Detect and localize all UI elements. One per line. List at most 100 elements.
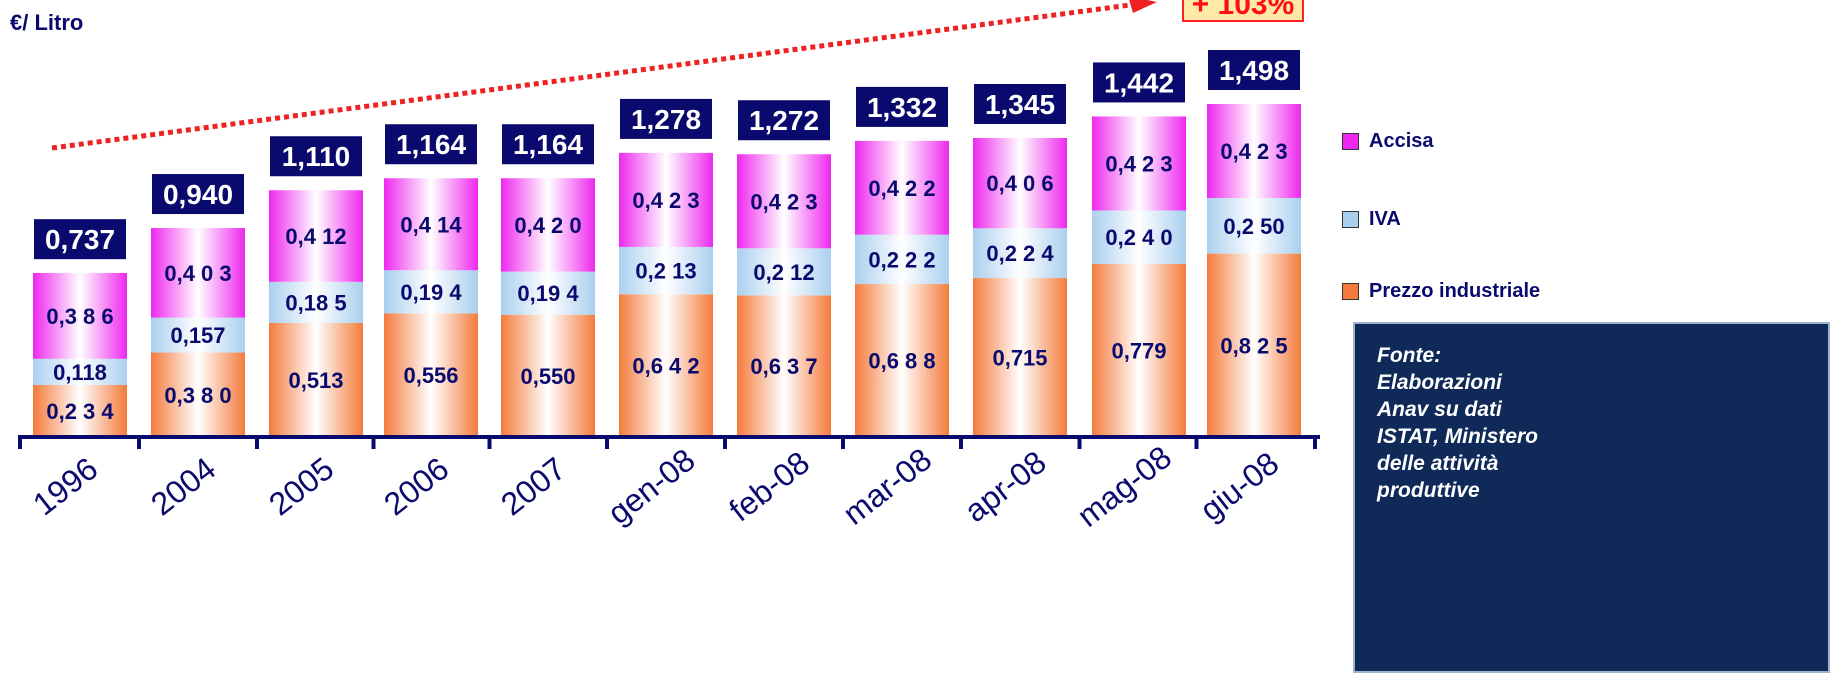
- segment-labels-layer: 0,2 3 4 0,118 0,3 8 6 0,3 8 0 0,157 0,4 0 3 0,…: [46, 139, 1287, 424]
- bar-segment-prezzo-industriale-mag-08: [1092, 263, 1186, 437]
- segment-label-iva-mar-08: 0,2 2 2: [868, 247, 935, 272]
- segment-label-prezzo-industriale-2006: 0,556: [403, 363, 458, 388]
- total-label-apr-08: 1,345: [985, 89, 1055, 120]
- bar-segment-accisa-apr-08: [973, 138, 1067, 229]
- legend-label-iva: IVA: [1369, 208, 1401, 230]
- bar-segment-prezzo-industriale-2006: [384, 313, 478, 437]
- bar-segment-accisa-mar-08: [855, 140, 949, 235]
- segment-label-prezzo-industriale-feb-08: 0,6 3 7: [750, 354, 817, 379]
- x-tick-labels: 1996 2004 2005 2006 2007 gen-08 feb-08 mar-08 ap…: [26, 439, 1285, 534]
- total-label-gen-08: 1,278: [631, 104, 701, 135]
- segment-label-accisa-mar-08: 0,4 2 2: [868, 176, 935, 201]
- total-label-box-apr-08: [974, 84, 1066, 125]
- segment-label-prezzo-industriale-mag-08: 0,779: [1111, 338, 1166, 363]
- segment-label-prezzo-industriale-2004: 0,3 8 0: [164, 383, 231, 408]
- segment-label-prezzo-industriale-mar-08: 0,6 8 8: [868, 349, 935, 374]
- segment-label-accisa-giu-08: 0,4 2 3: [1220, 139, 1287, 164]
- segment-label-iva-giu-08: 0,2 50: [1223, 214, 1284, 239]
- segment-label-accisa-2004: 0,4 0 3: [164, 261, 231, 286]
- total-label-mar-08: 1,332: [867, 92, 937, 123]
- total-labels-layer: 0,737 0,940 1,110 1,164 1,164 1,278 1,272 1,332…: [34, 49, 1300, 260]
- total-label-2004: 0,940: [163, 179, 233, 210]
- legend-swatch-prezzo-industriale: [1342, 283, 1359, 301]
- segment-label-accisa-2006: 0,4 14: [400, 212, 462, 237]
- bar-segment-iva-gen-08: [619, 246, 713, 295]
- segment-label-iva-feb-08: 0,2 12: [753, 260, 814, 285]
- legend-label-prezzo-industriale: Prezzo industriale: [1369, 280, 1541, 302]
- total-label-box-mag-08: [1093, 62, 1185, 103]
- x-tick-label-feb-08: feb-08: [722, 444, 816, 528]
- trend-arrow-head: [1129, 0, 1157, 13]
- legend-swatch-accisa: [1342, 133, 1359, 151]
- segment-label-iva-2004: 0,157: [170, 323, 225, 348]
- total-label-box-giu-08: [1208, 49, 1300, 90]
- bar-segment-iva-mar-08: [855, 234, 949, 285]
- bar-segment-iva-giu-08: [1207, 198, 1301, 254]
- bar-segment-prezzo-industriale-mar-08: [855, 284, 949, 437]
- segment-label-accisa-mag-08: 0,4 2 3: [1105, 151, 1172, 176]
- legend-item-iva: IVA: [1342, 208, 1401, 231]
- legend-item-prezzo-industriale: Prezzo industriale: [1342, 280, 1540, 303]
- bar-segment-accisa-2005: [269, 190, 363, 282]
- total-label-box-2005: [270, 136, 362, 177]
- y-axis-unit-label: €/ Litro: [10, 10, 84, 35]
- total-label-feb-08: 1,272: [749, 105, 819, 136]
- bar-segment-iva-2006: [384, 270, 478, 314]
- bar-segment-accisa-2004: [151, 228, 245, 318]
- x-tick-label-gen-08: gen-08: [601, 441, 702, 531]
- total-label-box-gen-08: [620, 98, 712, 139]
- bar-segment-accisa-2007: [501, 178, 595, 272]
- bar-segment-prezzo-industriale-feb-08: [737, 295, 831, 437]
- bar-segment-prezzo-industriale-apr-08: [973, 278, 1067, 437]
- segment-label-prezzo-industriale-giu-08: 0,8 2 5: [1220, 333, 1287, 358]
- segment-label-prezzo-industriale-2007: 0,550: [520, 364, 575, 389]
- segment-label-iva-mag-08: 0,2 4 0: [1105, 225, 1172, 250]
- total-label-2007: 1,164: [513, 129, 583, 160]
- bar-segment-prezzo-industriale-2005: [269, 322, 363, 437]
- increase-badge: + 103%: [1182, 0, 1304, 22]
- x-tick-label-2005: 2005: [262, 450, 340, 522]
- trend-arrow: [51, 0, 1157, 151]
- bar-segment-prezzo-industriale-2004: [151, 352, 245, 437]
- total-label-box-2006: [385, 124, 477, 165]
- legend-swatch-iva: [1342, 211, 1359, 229]
- total-label-box-2007: [502, 124, 594, 165]
- total-label-box-2004: [152, 174, 244, 215]
- x-tick-label-mar-08: mar-08: [836, 441, 938, 532]
- segment-label-iva-1996: 0,118: [53, 360, 107, 385]
- bar-segment-accisa-1996: [33, 272, 127, 359]
- bar-segment-iva-2007: [501, 271, 595, 315]
- x-tick-label-2006: 2006: [377, 450, 455, 522]
- legend-label-accisa: Accisa: [1369, 130, 1434, 152]
- bars-layer: [33, 103, 1301, 437]
- x-tick-label-2007: 2007: [494, 450, 572, 522]
- segment-label-iva-2006: 0,19 4: [400, 280, 462, 305]
- total-label-giu-08: 1,498: [1219, 55, 1289, 86]
- x-tick-label-giu-08: giu-08: [1193, 445, 1285, 528]
- bar-segment-prezzo-industriale-giu-08: [1207, 253, 1301, 437]
- segment-label-accisa-apr-08: 0,4 0 6: [986, 171, 1053, 196]
- segment-label-prezzo-industriale-1996: 0,2 3 4: [46, 399, 114, 424]
- bar-segment-prezzo-industriale-gen-08: [619, 294, 713, 437]
- total-label-2005: 1,110: [282, 141, 351, 172]
- segment-label-prezzo-industriale-2005: 0,513: [288, 368, 343, 393]
- segment-label-accisa-gen-08: 0,4 2 3: [632, 188, 699, 213]
- segment-label-accisa-feb-08: 0,4 2 3: [750, 189, 817, 214]
- segment-label-prezzo-industriale-apr-08: 0,715: [992, 346, 1047, 371]
- bar-segment-accisa-giu-08: [1207, 103, 1301, 199]
- bar-segment-iva-2005: [269, 281, 363, 323]
- bar-segment-accisa-gen-08: [619, 152, 713, 247]
- segment-label-iva-gen-08: 0,2 13: [635, 259, 696, 284]
- total-label-box-1996: [34, 219, 126, 260]
- x-tick-label-2004: 2004: [144, 450, 222, 522]
- bar-segment-iva-apr-08: [973, 228, 1067, 279]
- bar-segment-accisa-2006: [384, 178, 478, 271]
- bar-segment-iva-1996: [33, 358, 127, 385]
- segment-label-iva-2005: 0,18 5: [285, 290, 346, 315]
- segment-label-iva-2007: 0,19 4: [517, 281, 579, 306]
- bar-segment-iva-feb-08: [737, 248, 831, 296]
- source-box: Fonte: Elaborazioni Anav su dati ISTAT, …: [1353, 322, 1830, 673]
- total-label-1996: 0,737: [45, 224, 115, 255]
- x-axis: [18, 435, 1320, 449]
- segment-label-accisa-1996: 0,3 8 6: [46, 304, 113, 329]
